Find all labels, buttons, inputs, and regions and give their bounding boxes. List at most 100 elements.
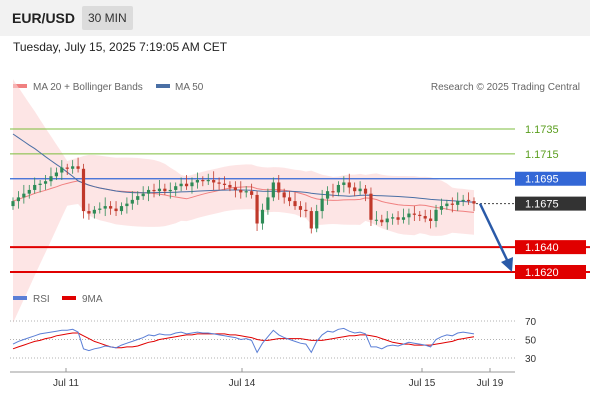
- forecast-arrow-head: [501, 257, 513, 272]
- candle-body: [11, 201, 15, 207]
- candle-body: [184, 183, 189, 187]
- candle-body: [271, 182, 275, 198]
- ma50-legend-swatch: [156, 84, 170, 88]
- level-label-1.1695: 1.1695: [525, 174, 559, 186]
- candle-body: [250, 191, 254, 195]
- candle-body: [385, 218, 389, 223]
- candle-body: [380, 219, 384, 223]
- x-tick-label: Jul 19: [477, 378, 504, 389]
- rsi-panel: 70 50 30: [10, 317, 537, 365]
- candle-body: [125, 203, 129, 207]
- x-tick-label: Jul 15: [409, 378, 436, 389]
- candle-body: [418, 214, 422, 217]
- level-label-1.1620: 1.1620: [525, 267, 559, 279]
- level-tag-1.1620: [515, 265, 586, 279]
- candle-body: [130, 199, 134, 204]
- candle-body: [445, 203, 449, 207]
- candle-body: [358, 188, 362, 192]
- candle-body: [103, 206, 107, 209]
- rsi-ma-legend-swatch: [62, 296, 76, 300]
- forecast-arrow: [478, 203, 513, 272]
- ma20-legend-label: MA 20 + Bollinger Bands: [33, 82, 143, 93]
- candle-body: [466, 199, 471, 202]
- candle-body: [472, 201, 476, 204]
- candle-body: [119, 206, 124, 212]
- candle-body: [396, 217, 400, 220]
- candle-body: [336, 184, 341, 193]
- candle-body: [206, 179, 210, 182]
- candle-body: [353, 187, 357, 192]
- candle-body: [190, 182, 194, 187]
- ma20-legend-swatch: [13, 84, 27, 88]
- candle-body: [49, 176, 53, 182]
- rsi-line: [12, 327, 475, 354]
- rsi-legend-swatch: [13, 296, 27, 300]
- candle-body: [38, 183, 42, 185]
- candle-body: [141, 193, 145, 197]
- candle-body: [163, 188, 167, 192]
- level-tag-1.1695: [515, 171, 586, 186]
- candle-body: [391, 217, 395, 219]
- candle-body: [363, 188, 368, 194]
- timestamp: Tuesday, July 15, 2025 7:19:05 AM CET: [13, 40, 228, 54]
- candle-body: [331, 191, 335, 193]
- candle-body: [266, 197, 270, 210]
- x-tick-label: Jul 14: [229, 378, 256, 389]
- candle-body: [304, 209, 308, 212]
- level-label-1.1735: 1.1735: [525, 124, 559, 136]
- candle-body: [439, 206, 444, 210]
- candle-body: [374, 219, 378, 221]
- level-label-1.1675: 1.1675: [525, 199, 559, 211]
- bollinger-bands: [13, 79, 474, 323]
- candle-body: [81, 168, 86, 212]
- candle-body: [401, 217, 406, 220]
- level-tag-1.1640: [515, 240, 586, 255]
- level-label-1.1715: 1.1715: [525, 149, 559, 161]
- rsi-ma9-line: [12, 332, 475, 350]
- header-bar: EUR/USD 30 MIN: [0, 0, 590, 36]
- candle-body: [309, 211, 313, 229]
- candle-body: [27, 189, 31, 194]
- candle-body: [157, 188, 162, 192]
- candle-body: [16, 197, 21, 202]
- candle-body: [412, 213, 416, 215]
- candle-body: [87, 211, 91, 214]
- candle-body: [434, 209, 438, 222]
- candle-body: [423, 216, 427, 219]
- candle-body: [109, 206, 113, 209]
- candle-body: [298, 206, 303, 210]
- candle-body: [342, 182, 346, 185]
- candle-body: [168, 189, 172, 192]
- candle-body: [407, 213, 411, 218]
- price-levels: [10, 128, 590, 273]
- candle-body: [71, 166, 75, 169]
- candle-body: [244, 191, 248, 193]
- candle-body: [347, 182, 351, 188]
- candle-body: [255, 194, 259, 224]
- candles: [11, 157, 476, 234]
- candle-body: [239, 189, 243, 193]
- rsi-tick-label: 50: [525, 336, 537, 347]
- candle-body: [136, 196, 140, 200]
- candle-body: [429, 218, 433, 222]
- candle-body: [43, 181, 48, 184]
- candle-body: [222, 183, 227, 185]
- bollinger-band-area: [13, 79, 474, 323]
- forecast-arrow-shaft: [478, 203, 510, 263]
- candle-body: [76, 166, 80, 169]
- candle-body: [228, 184, 232, 188]
- rsi-legend-label: RSI: [33, 294, 50, 305]
- candle-body: [92, 209, 96, 214]
- level-tag-1.1675: [515, 196, 586, 211]
- candle-body: [65, 167, 69, 169]
- rsi-tick-label: 30: [525, 354, 537, 365]
- candle-body: [174, 186, 178, 190]
- ma50-line: [12, 133, 475, 203]
- candle-body: [60, 167, 64, 173]
- candle-body: [277, 182, 281, 193]
- rsi-tick-label: 70: [525, 317, 537, 328]
- moving-averages: [12, 133, 475, 213]
- candle-body: [33, 184, 37, 190]
- interval-button[interactable]: 30 MIN: [82, 6, 133, 30]
- candle-body: [54, 172, 58, 177]
